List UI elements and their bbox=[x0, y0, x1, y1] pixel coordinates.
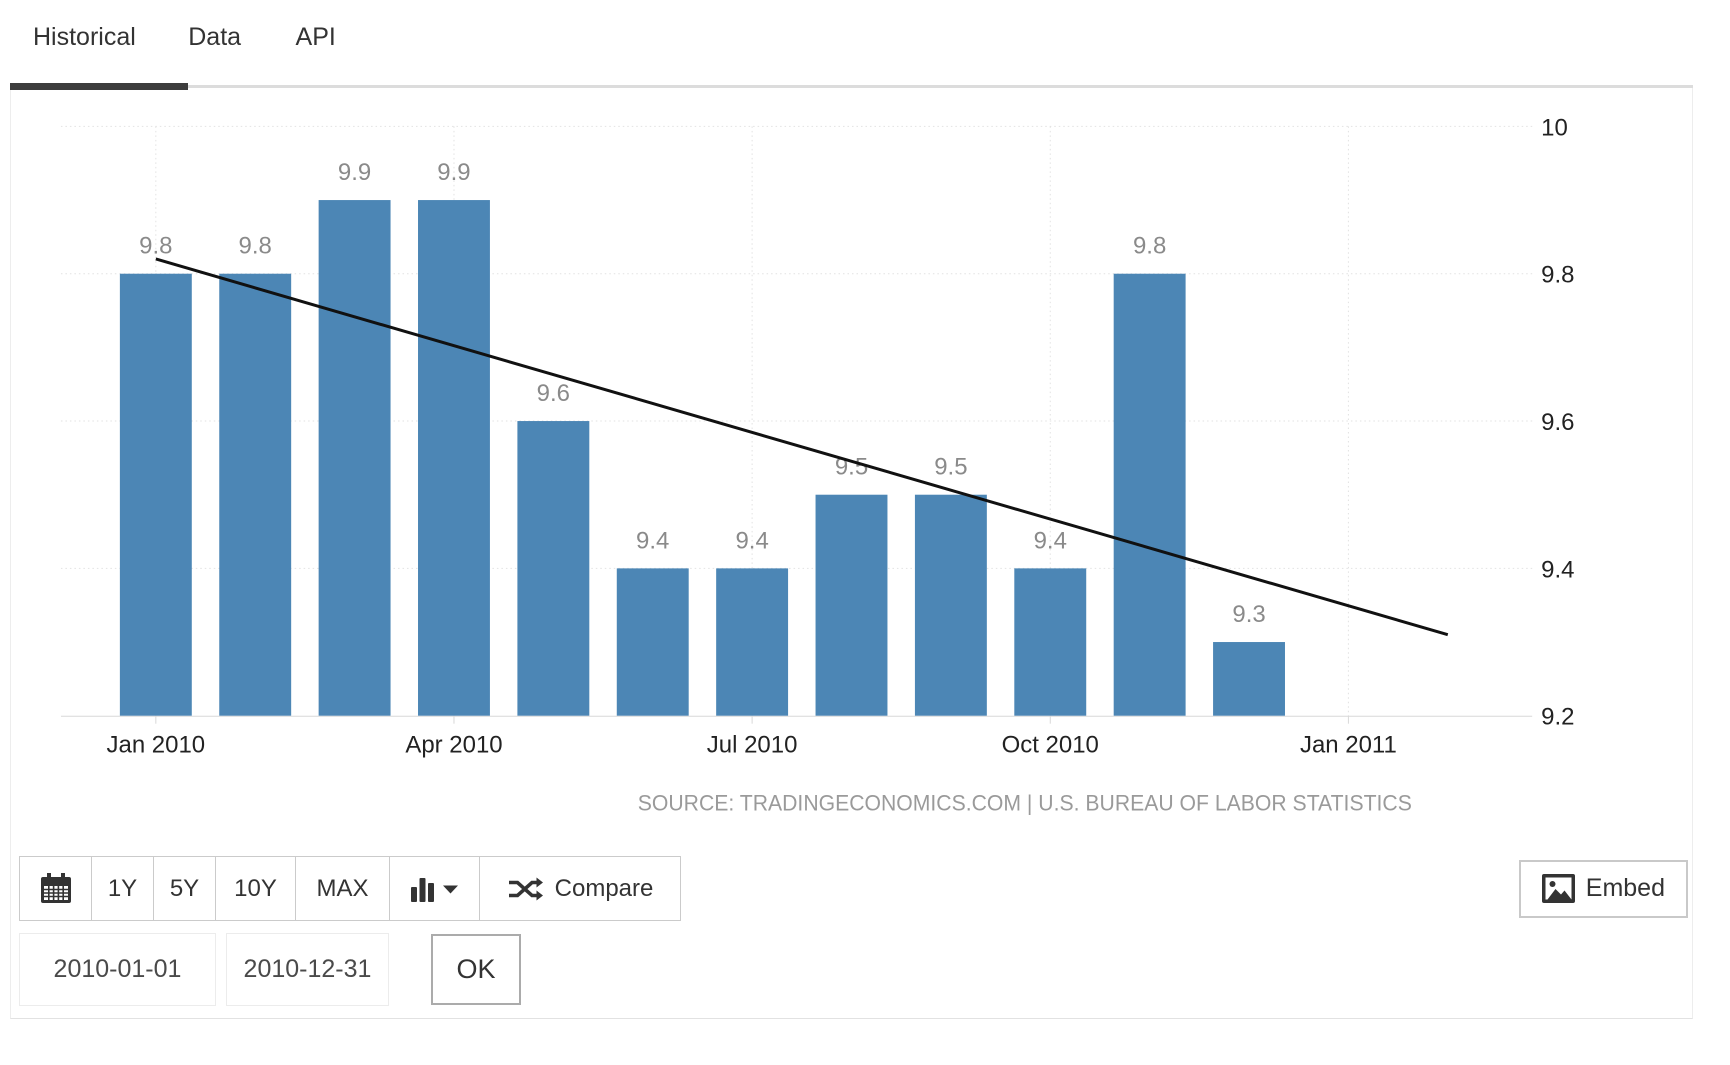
bar-value-label: 9.8 bbox=[239, 233, 272, 260]
bar-value-label: 9.9 bbox=[338, 159, 371, 186]
chart-area: 9.2 9.4 9.6 9.8 10 Jan 2010 Apr 2010 Jul 2010 Oc… bbox=[11, 88, 1692, 833]
bar-jun-2010[interactable] bbox=[616, 568, 689, 716]
bar-chart-icon bbox=[411, 876, 435, 902]
bar-jul-2010[interactable] bbox=[716, 568, 789, 716]
bar-value-label: 9.8 bbox=[1133, 233, 1166, 260]
bar-mar-2010[interactable] bbox=[318, 200, 391, 716]
bar-value-label: 9.8 bbox=[139, 233, 172, 260]
start-date-input[interactable] bbox=[19, 933, 216, 1006]
bar-jan-2010[interactable] bbox=[119, 273, 192, 716]
x-axis-label: Jul 2010 bbox=[707, 732, 798, 759]
embed-button[interactable]: Embed bbox=[1518, 859, 1688, 918]
y-axis-label: 9.4 bbox=[1541, 556, 1574, 583]
calendar-icon bbox=[39, 872, 73, 905]
range-10y-button[interactable]: 10Y bbox=[216, 857, 296, 920]
bar-value-label: 9.4 bbox=[636, 527, 669, 554]
bar-dec-2010[interactable] bbox=[1213, 642, 1285, 716]
y-axis-label: 9.8 bbox=[1541, 262, 1574, 289]
tab-api[interactable]: API bbox=[295, 23, 336, 51]
tab-data[interactable]: Data bbox=[188, 23, 242, 51]
bar-oct-2010[interactable] bbox=[1014, 568, 1087, 716]
unemployment-bar-chart: 9.2 9.4 9.6 9.8 10 Jan 2010 Apr 2010 Jul 2010 Oc… bbox=[60, 114, 1575, 816]
x-axis-label: Apr 2010 bbox=[405, 732, 502, 759]
y-axis-label: 10 bbox=[1541, 114, 1568, 141]
bar-value-label: 9.4 bbox=[735, 527, 768, 554]
date-range-row: OK bbox=[19, 933, 1690, 1006]
shuffle-icon bbox=[507, 875, 543, 903]
range-1y-button[interactable]: 1Y bbox=[92, 857, 154, 920]
range-5y-button[interactable]: 5Y bbox=[154, 857, 216, 920]
x-axis-label: Jan 2011 bbox=[1300, 732, 1397, 759]
compare-button-label: Compare bbox=[554, 874, 654, 902]
x-axis-label: Oct 2010 bbox=[1002, 732, 1099, 759]
y-axis-label: 9.2 bbox=[1541, 704, 1574, 731]
embed-button-label: Embed bbox=[1585, 874, 1665, 902]
bar-may-2010[interactable] bbox=[517, 421, 590, 716]
image-icon bbox=[1541, 874, 1575, 903]
range-max-button[interactable]: MAX bbox=[296, 857, 390, 920]
end-date-input[interactable] bbox=[226, 933, 389, 1006]
bar-value-label: 9.5 bbox=[934, 454, 967, 481]
active-tab-underline bbox=[10, 83, 188, 90]
caret-down-icon bbox=[443, 884, 458, 894]
calendar-button[interactable] bbox=[20, 857, 92, 920]
bar-value-label: 9.4 bbox=[1034, 527, 1067, 554]
bar-value-label: 9.9 bbox=[437, 159, 470, 186]
tab-historical[interactable]: Historical bbox=[33, 23, 136, 51]
compare-button[interactable]: Compare bbox=[480, 857, 680, 920]
source-text: SOURCE: TRADINGECONOMICS.COM | U.S. BURE… bbox=[638, 791, 1412, 816]
chart-panel: 9.2 9.4 9.6 9.8 10 Jan 2010 Apr 2010 Jul 2010 Oc… bbox=[10, 88, 1693, 1019]
bar-value-label: 9.6 bbox=[537, 380, 570, 407]
tab-bar: Historical Data API bbox=[10, 0, 1693, 90]
chart-toolbar: 1Y 5Y 10Y MAX bbox=[19, 856, 1690, 921]
bar-aug-2010[interactable] bbox=[815, 494, 888, 716]
bar-feb-2010[interactable] bbox=[219, 273, 292, 716]
bar-nov-2010[interactable] bbox=[1113, 273, 1186, 716]
bar-value-label: 9.3 bbox=[1232, 601, 1265, 628]
x-axis-label: Jan 2010 bbox=[107, 732, 206, 759]
ok-button[interactable]: OK bbox=[431, 934, 521, 1005]
bar-apr-2010[interactable] bbox=[418, 200, 490, 716]
bar-sep-2010[interactable] bbox=[914, 494, 987, 716]
trend-line bbox=[155, 257, 1449, 637]
chart-type-button[interactable] bbox=[390, 857, 480, 920]
range-button-group: 1Y 5Y 10Y MAX bbox=[19, 856, 681, 921]
y-axis-label: 9.6 bbox=[1541, 409, 1574, 436]
